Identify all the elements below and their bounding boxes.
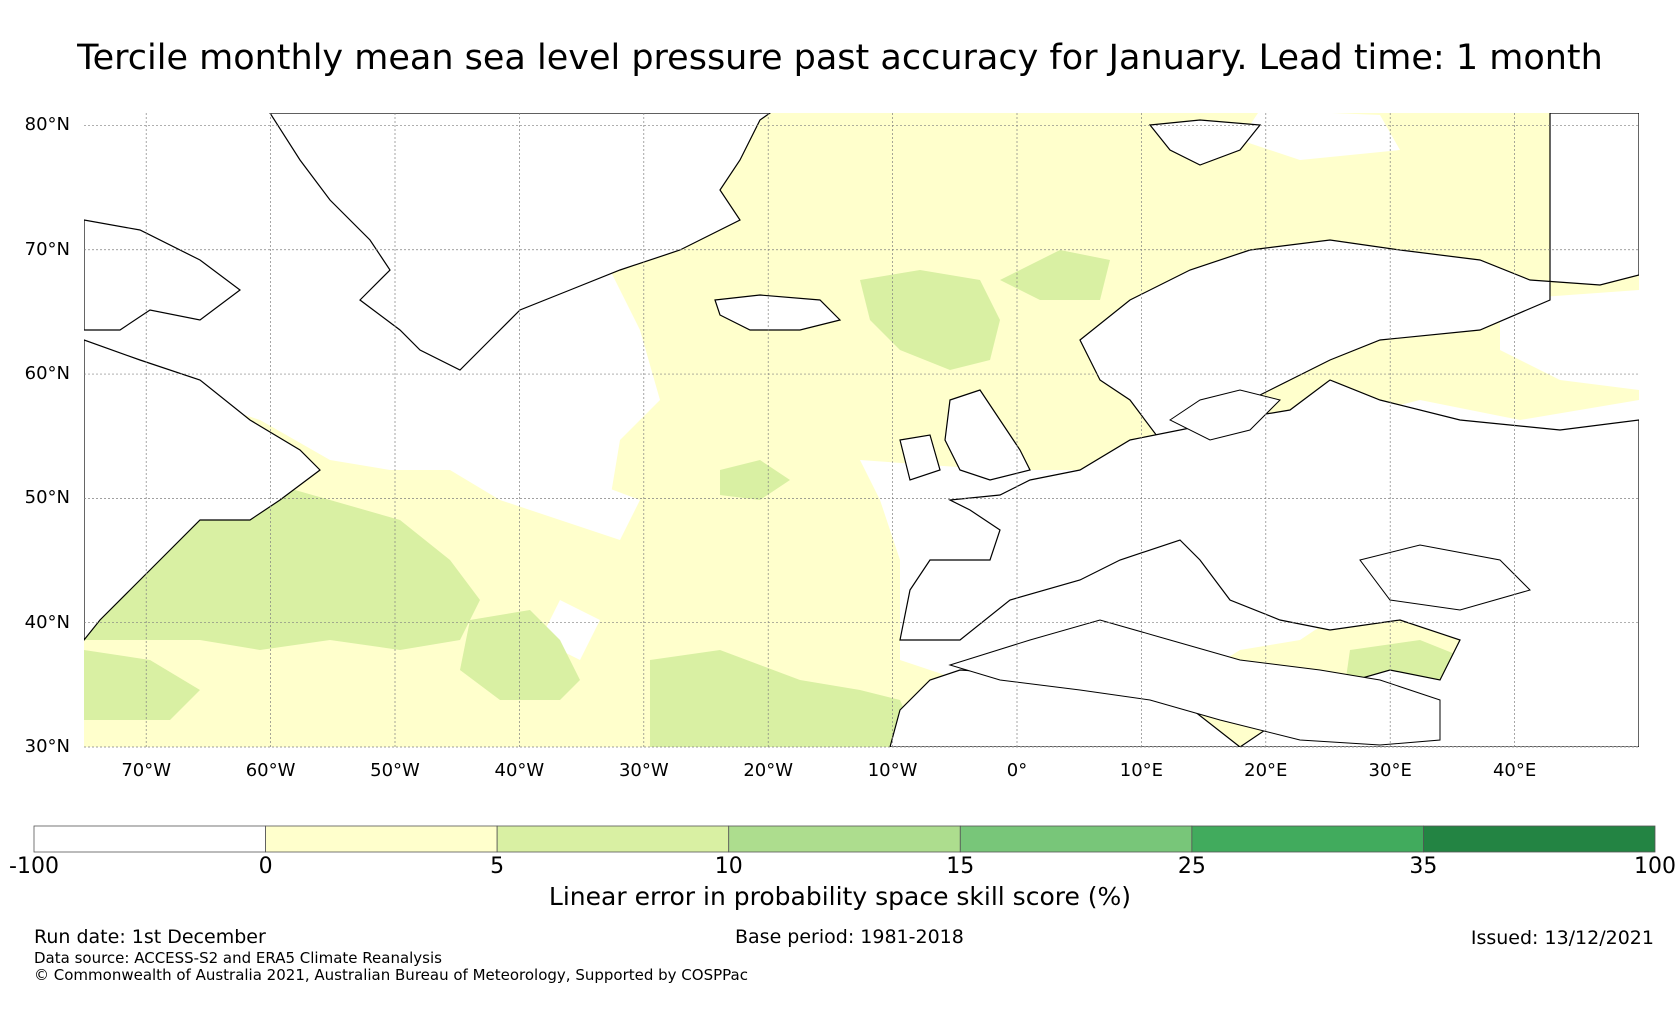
map-field: [84, 113, 1639, 747]
lon-label: 40°E: [1492, 760, 1537, 781]
colorbar-box: [496, 825, 730, 853]
colorbar-box: [33, 825, 266, 853]
lon-label: 30°W: [618, 760, 669, 781]
colorbar-tick-label: 0: [258, 854, 273, 879]
colorbar-tick-label: 100: [1634, 854, 1676, 879]
lat-label: 30°N: [24, 736, 70, 757]
iceland: [714, 294, 842, 331]
lon-label: 30°E: [1368, 760, 1412, 781]
colorbar-tick-label: 35: [1409, 854, 1438, 879]
colorbar-tick-label: 15: [946, 854, 975, 879]
lon-label: 0°: [1006, 760, 1028, 781]
colorbar-tick-label: -100: [9, 854, 59, 879]
lon-label: 10°E: [1119, 760, 1164, 781]
colorbar-box: [959, 825, 1193, 853]
colorbar-tick-label: 10: [714, 854, 743, 879]
black-sea: [1359, 544, 1531, 611]
great-britain: [944, 389, 1031, 481]
base-period: Base period: 1981-2018: [735, 926, 964, 948]
lat-label: 80°N: [24, 114, 70, 136]
lon-label: 20°E: [1244, 760, 1288, 781]
colorbar-box: [728, 825, 961, 853]
lon-label: 20°W: [743, 760, 794, 781]
scandinavia: [1079, 113, 1639, 441]
inland-seas: [948, 389, 1531, 746]
gridlines: [84, 113, 1639, 748]
baffin: [84, 219, 241, 331]
lat-label: 40°N: [24, 611, 70, 633]
svalbard: [1148, 119, 1262, 166]
copyright: © Commonwealth of Australia 2021, Austra…: [34, 966, 748, 984]
run-date: Run date: 1st December: [34, 926, 266, 948]
lon-label: 50°W: [370, 760, 420, 781]
lat-label: 60°N: [24, 363, 70, 385]
baltic: [1169, 389, 1281, 441]
lon-label: 40°W: [494, 760, 545, 781]
north-america-east: [84, 339, 321, 641]
lat-label: 70°N: [24, 238, 70, 260]
lon-label: 70°W: [121, 760, 172, 781]
lat-label: 50°N: [24, 487, 70, 509]
colorbar-tick-label: 5: [490, 854, 505, 879]
chart-title: Tercile monthly mean sea level pressure …: [77, 38, 1603, 78]
colorbar-box: [265, 825, 498, 853]
colorbar: [33, 825, 1656, 853]
ireland: [899, 434, 941, 481]
lon-label: 60°W: [245, 760, 296, 781]
colorbar-label: Linear error in probability space skill …: [548, 882, 1132, 911]
lon-label: 10°W: [867, 760, 918, 781]
mediterranean: [948, 619, 1441, 746]
colorbar-box: [1191, 825, 1424, 853]
data-source: Data source: ACCESS-S2 and ERA5 Climate …: [34, 949, 442, 967]
issued-date: Issued: 13/12/2021: [1470, 927, 1654, 949]
colorbar-tick-label: 25: [1177, 854, 1206, 879]
colorbar-box: [1423, 825, 1656, 853]
